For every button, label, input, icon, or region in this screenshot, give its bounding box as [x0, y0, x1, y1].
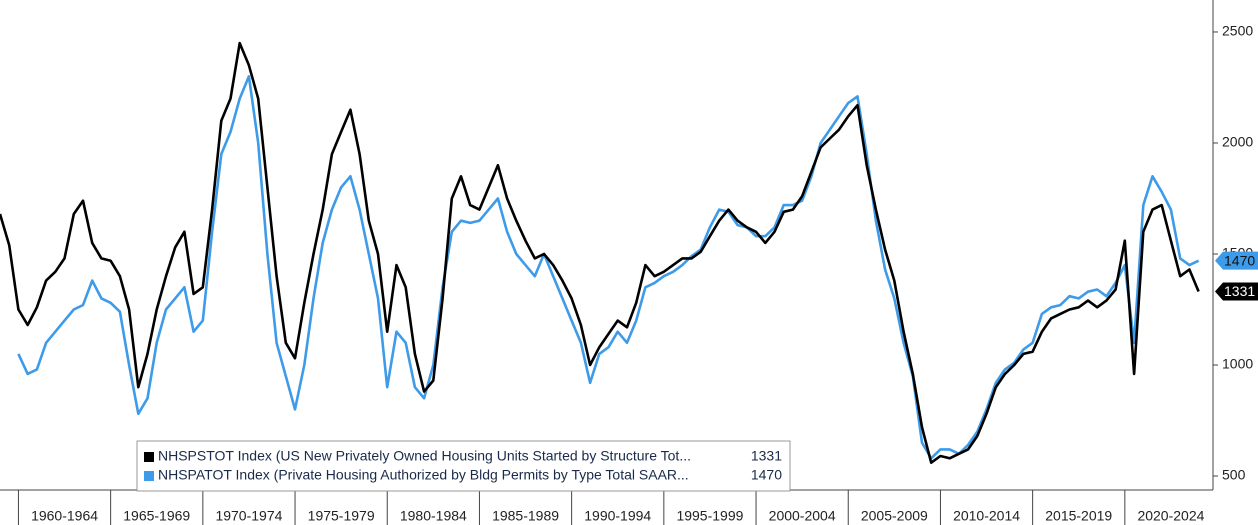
last-value-label: 1470: [1224, 252, 1255, 268]
x-tick-label: 2015-2019: [1045, 508, 1112, 524]
x-tick-label: 1990-1994: [584, 508, 651, 524]
x-tick-label: 1960-1964: [31, 508, 98, 524]
last-value-label: 1331: [1224, 283, 1255, 299]
x-tick-label: 2000-2004: [769, 508, 836, 524]
legend-swatch: [144, 452, 154, 462]
legend: NHSPSTOT Index (US New Privately Owned H…: [136, 440, 791, 492]
legend-label: NHSPSTOT Index (US New Privately Owned H…: [158, 448, 691, 464]
x-tick-label: 1985-1989: [492, 508, 559, 524]
legend-value: 1331: [751, 448, 782, 464]
legend-box: [136, 440, 791, 492]
x-tick-label: 2010-2014: [953, 508, 1020, 524]
legend-label: NHSPATOT Index (Private Housing Authoriz…: [158, 467, 689, 483]
x-tick-label: 1980-1984: [400, 508, 467, 524]
x-tick-label: 1970-1974: [215, 508, 282, 524]
legend-swatch: [144, 471, 154, 481]
x-tick-label: 1965-1969: [123, 508, 190, 524]
y-tick-label: 2500: [1222, 23, 1253, 39]
last-value-tag: [1215, 282, 1258, 301]
x-tick-label: 2005-2009: [861, 508, 928, 524]
series-line: [17, 75, 1200, 460]
y-tick-label: 1000: [1222, 356, 1253, 372]
series-line: [0, 41, 1200, 464]
last-value-tag: [1215, 251, 1258, 270]
y-tick-label: 500: [1222, 467, 1246, 483]
y-tick-label: 2000: [1222, 134, 1253, 150]
x-tick-label: 1975-1979: [308, 508, 375, 524]
legend-value: 1470: [751, 467, 782, 483]
x-tick-label: 1995-1999: [676, 508, 743, 524]
x-tick-label: 2020-2024: [1137, 508, 1204, 524]
